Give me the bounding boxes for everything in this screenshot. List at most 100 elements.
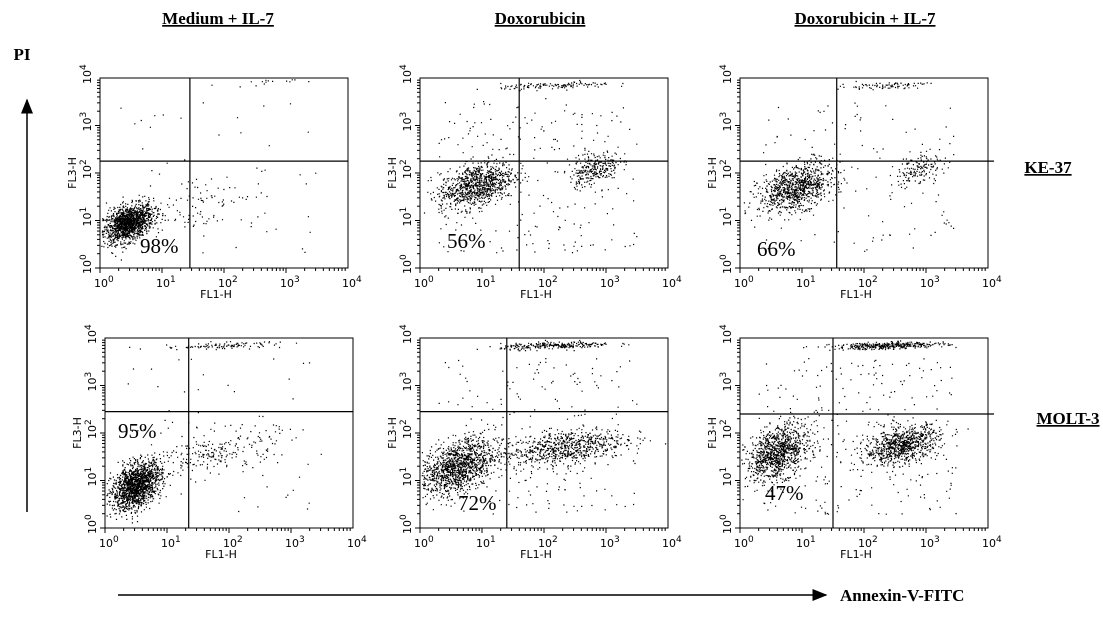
y-tick-label: 102: [84, 419, 99, 439]
tick-exp: 2: [399, 159, 409, 165]
tick-base: 10: [796, 537, 810, 550]
tick-exp: 4: [79, 64, 89, 70]
x-tick-label: 104: [662, 535, 682, 550]
y-tick-label: 104: [79, 64, 94, 84]
x-tick-label: 101: [476, 275, 496, 290]
y-tick-label: 100: [79, 254, 94, 274]
tick-base: 10: [81, 260, 94, 274]
tick-exp: 0: [748, 535, 754, 545]
tick-base: 10: [662, 277, 676, 290]
tick-exp: 1: [399, 207, 409, 213]
y-axis-title: FL3-H: [706, 157, 719, 189]
x-axis-title: FL1-H: [205, 548, 237, 561]
x-tick-label: 103: [920, 275, 940, 290]
tick-exp: 0: [113, 535, 119, 545]
x-tick-label: 102: [538, 535, 558, 550]
tick-base: 10: [796, 277, 810, 290]
tick-exp: 3: [79, 112, 89, 118]
y-tick-label: 102: [399, 419, 414, 439]
tick-exp: 3: [719, 112, 729, 118]
tick-base: 10: [721, 118, 734, 132]
tick-base: 10: [721, 425, 734, 439]
y-tick-label: 103: [719, 372, 734, 392]
x-tick-label: 104: [982, 275, 1002, 290]
flow-panel: 100100101101102102103103104104FL1-HFL3-H…: [706, 64, 1002, 301]
tick-exp: 2: [552, 275, 558, 285]
tick-base: 10: [401, 378, 414, 392]
x-tick-label: 101: [796, 535, 816, 550]
tick-base: 10: [401, 70, 414, 84]
y-tick-label: 100: [719, 254, 734, 274]
tick-base: 10: [86, 330, 99, 344]
tick-exp: 3: [294, 275, 300, 285]
tick-exp: 2: [232, 275, 238, 285]
x-tick-label: 101: [156, 275, 176, 290]
y-axis-title: FL3-H: [386, 157, 399, 189]
dot-cloud: [421, 339, 667, 515]
tick-base: 10: [920, 277, 934, 290]
x-tick-label: 103: [280, 275, 300, 290]
y-tick-label: 100: [719, 514, 734, 534]
y-tick-label: 100: [399, 254, 414, 274]
tick-base: 10: [600, 277, 614, 290]
tick-exp: 1: [490, 275, 496, 285]
tick-base: 10: [401, 165, 414, 179]
percent-label: 98%: [140, 234, 179, 258]
x-tick-label: 100: [94, 275, 114, 290]
tick-base: 10: [86, 378, 99, 392]
tick-base: 10: [721, 260, 734, 274]
tick-base: 10: [721, 213, 734, 227]
tick-exp: 3: [399, 112, 409, 118]
x-tick-label: 101: [161, 535, 181, 550]
tick-base: 10: [721, 70, 734, 84]
percent-label: 66%: [757, 237, 796, 261]
y-tick-label: 104: [719, 64, 734, 84]
tick-base: 10: [476, 537, 490, 550]
tick-base: 10: [538, 537, 552, 550]
tick-exp: 4: [676, 535, 682, 545]
x-tick-label: 102: [858, 535, 878, 550]
tick-exp: 3: [399, 372, 409, 378]
tick-exp: 4: [399, 64, 409, 70]
tick-base: 10: [81, 165, 94, 179]
y-tick-label: 104: [399, 324, 414, 344]
tick-exp: 1: [170, 275, 176, 285]
x-tick-label: 103: [600, 535, 620, 550]
tick-exp: 0: [108, 275, 114, 285]
tick-exp: 0: [428, 535, 434, 545]
flow-panel: 100100101101102102103103104104FL1-HFL3-H…: [386, 324, 682, 561]
x-tick-label: 100: [734, 535, 754, 550]
tick-exp: 1: [175, 535, 181, 545]
y-tick-label: 101: [79, 207, 94, 227]
tick-base: 10: [721, 378, 734, 392]
x-tick-label: 103: [600, 275, 620, 290]
percent-label: 47%: [765, 481, 804, 505]
tick-base: 10: [538, 277, 552, 290]
y-axis-title: FL3-H: [386, 417, 399, 449]
tick-exp: 3: [934, 535, 940, 545]
tick-exp: 2: [84, 419, 94, 425]
tick-exp: 4: [719, 64, 729, 70]
tick-exp: 4: [676, 275, 682, 285]
tick-base: 10: [600, 537, 614, 550]
tick-base: 10: [414, 277, 428, 290]
tick-base: 10: [982, 277, 996, 290]
tick-base: 10: [81, 213, 94, 227]
y-tick-label: 100: [399, 514, 414, 534]
tick-base: 10: [401, 213, 414, 227]
tick-exp: 0: [399, 254, 409, 260]
y-tick-label: 103: [399, 112, 414, 132]
tick-base: 10: [347, 537, 361, 550]
tick-base: 10: [81, 118, 94, 132]
x-axis-title: FL1-H: [840, 548, 872, 561]
y-tick-label: 101: [719, 467, 734, 487]
x-tick-label: 101: [476, 535, 496, 550]
tick-exp: 3: [934, 275, 940, 285]
tick-base: 10: [401, 425, 414, 439]
flow-panel: 100100101101102102103103104104FL1-HFL3-H…: [386, 64, 682, 301]
dot-cloud: [423, 79, 638, 254]
y-tick-label: 101: [399, 207, 414, 227]
tick-exp: 1: [719, 467, 729, 473]
tick-base: 10: [721, 473, 734, 487]
x-axis-title: FL1-H: [520, 548, 552, 561]
